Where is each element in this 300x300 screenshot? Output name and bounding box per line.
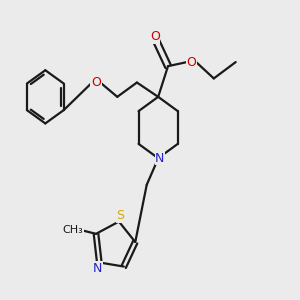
Text: N: N <box>93 262 102 275</box>
Text: O: O <box>150 30 160 43</box>
Text: CH₃: CH₃ <box>63 225 83 235</box>
Text: S: S <box>117 209 124 222</box>
Text: O: O <box>187 56 196 69</box>
Text: N: N <box>155 152 164 165</box>
Text: O: O <box>91 76 101 89</box>
